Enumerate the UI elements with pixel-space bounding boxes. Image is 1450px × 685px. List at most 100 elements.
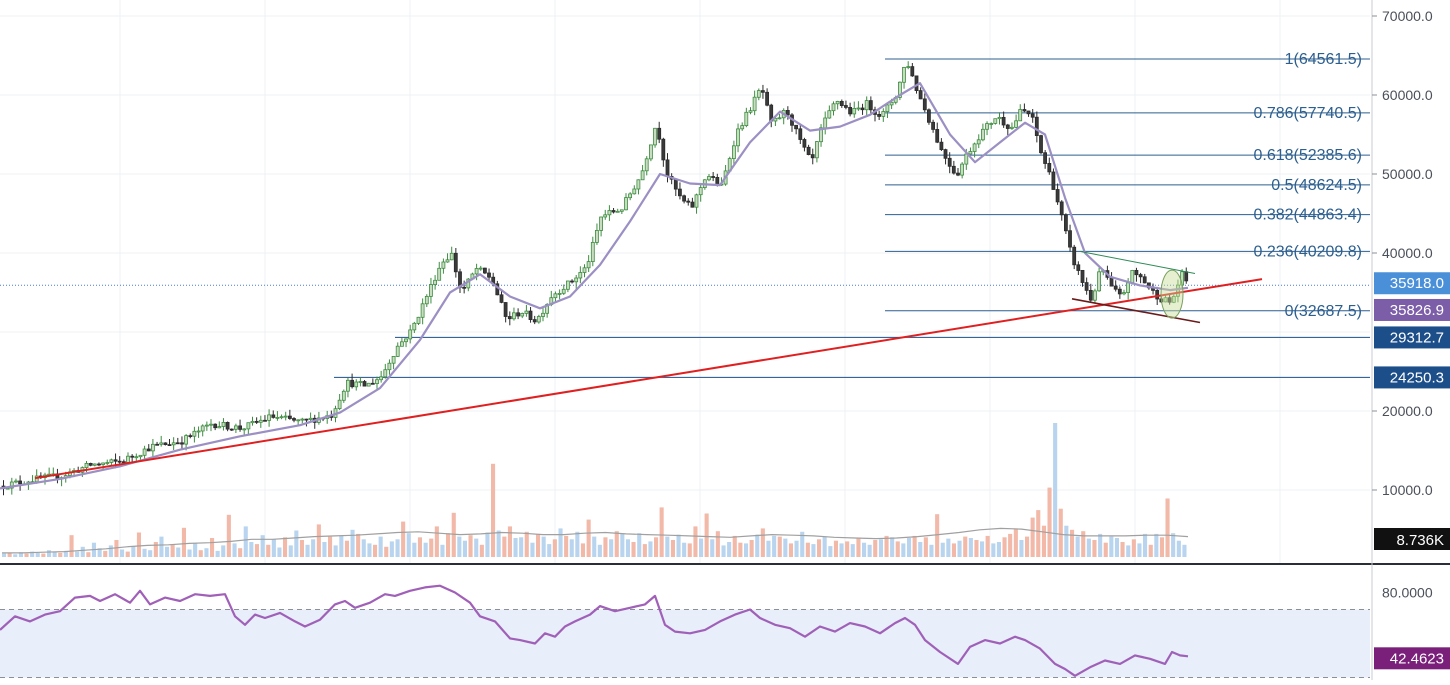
candle-down	[487, 272, 491, 278]
candle-down	[611, 210, 616, 213]
candle-down	[935, 128, 940, 143]
candle-up	[14, 480, 18, 483]
candle-up	[354, 381, 359, 388]
volume-bar	[35, 552, 40, 557]
trendline-upper-wedge	[1079, 250, 1196, 274]
candle-down	[1030, 113, 1035, 118]
price-axis-label: 40000.0	[1382, 245, 1433, 261]
candle-down	[532, 319, 537, 323]
candle-up	[478, 267, 483, 270]
candle-up	[474, 268, 479, 275]
candle-down	[362, 381, 367, 387]
candle-up	[831, 103, 836, 112]
candle-down	[229, 428, 234, 431]
volume-bar	[923, 537, 928, 557]
candle-up	[383, 369, 388, 378]
volume-bar	[704, 513, 709, 557]
candle-down	[1080, 269, 1085, 283]
candle-up	[595, 229, 599, 243]
volume-bar	[423, 542, 428, 557]
volume-bar	[642, 544, 647, 557]
candle-up	[109, 459, 114, 463]
candle-up	[196, 430, 201, 433]
volume-ma-line	[2, 527, 1189, 554]
volume-bar	[210, 538, 215, 557]
candle-up	[902, 67, 906, 83]
volume-bar	[783, 538, 788, 557]
volume-bar	[47, 550, 52, 557]
volume-bar	[800, 531, 805, 557]
candle-down	[761, 90, 765, 93]
volume-bar	[440, 544, 445, 557]
volume-bar	[468, 535, 473, 557]
volume-bar	[125, 551, 130, 557]
volume-bar	[524, 531, 529, 557]
candle-up	[972, 143, 977, 152]
candle-up	[524, 310, 529, 314]
volume-bar	[485, 532, 490, 557]
candle-up	[246, 422, 251, 430]
candle-down	[1005, 124, 1010, 129]
volume-bar	[1036, 510, 1041, 557]
candle-down	[155, 443, 160, 446]
volume-bar	[637, 533, 642, 557]
candle-up	[375, 379, 379, 385]
candle-down	[271, 414, 276, 418]
candle-down	[686, 200, 691, 203]
candle-down	[1142, 276, 1147, 284]
candle-up	[748, 110, 753, 113]
volume-bar	[907, 538, 912, 557]
volume-bar	[631, 542, 636, 557]
candle-down	[122, 461, 126, 464]
fib-level-label: 0.618(52385.6)	[1253, 147, 1362, 164]
volume-bar	[951, 543, 956, 557]
volume-bar	[373, 544, 378, 557]
candle-down	[1001, 117, 1006, 126]
volume-bar	[69, 535, 74, 557]
volume-bar	[1058, 508, 1063, 557]
volume-bar	[120, 549, 125, 557]
candle-up	[889, 101, 894, 106]
volume-bar	[991, 543, 996, 557]
candle-down	[188, 435, 193, 438]
candle-down	[1047, 162, 1052, 173]
volume-bar	[479, 544, 484, 557]
volume-bar	[198, 550, 203, 557]
candle-up	[379, 376, 384, 381]
candle-down	[350, 379, 355, 388]
candle-up	[404, 338, 408, 343]
candle-up	[815, 141, 819, 159]
candle-up	[1014, 120, 1018, 128]
volume-bar	[367, 543, 372, 557]
candle-down	[1043, 152, 1047, 164]
volume-bar	[1030, 517, 1035, 557]
volume-bar	[131, 546, 136, 557]
candle-up	[420, 303, 425, 318]
volume-bar	[1120, 542, 1125, 557]
volume-bar	[1114, 538, 1119, 557]
volume-bar	[1131, 539, 1136, 557]
volume-bar	[766, 540, 771, 557]
volume-bar	[788, 543, 793, 557]
volume-bar	[772, 535, 777, 557]
volume-bar	[333, 545, 338, 557]
price-axis-label: 20000.0	[1382, 403, 1433, 419]
candle-down	[1138, 274, 1143, 278]
volume-bar	[58, 552, 63, 557]
candle-down	[943, 149, 948, 159]
volume-bar	[221, 545, 226, 557]
price-moving-average	[0, 82, 1189, 490]
volume-bar	[912, 535, 917, 557]
volume-bar	[519, 537, 524, 557]
candle-down	[503, 302, 508, 317]
candle-down	[1051, 171, 1056, 190]
candle-down	[1022, 109, 1027, 112]
volume-bar	[592, 536, 597, 557]
candle-down	[1055, 189, 1060, 203]
candle-down	[918, 90, 923, 100]
volume-bar	[52, 552, 57, 557]
highlight-ellipse	[1160, 269, 1184, 319]
candle-down	[213, 423, 218, 429]
volume-bar	[1070, 529, 1075, 557]
